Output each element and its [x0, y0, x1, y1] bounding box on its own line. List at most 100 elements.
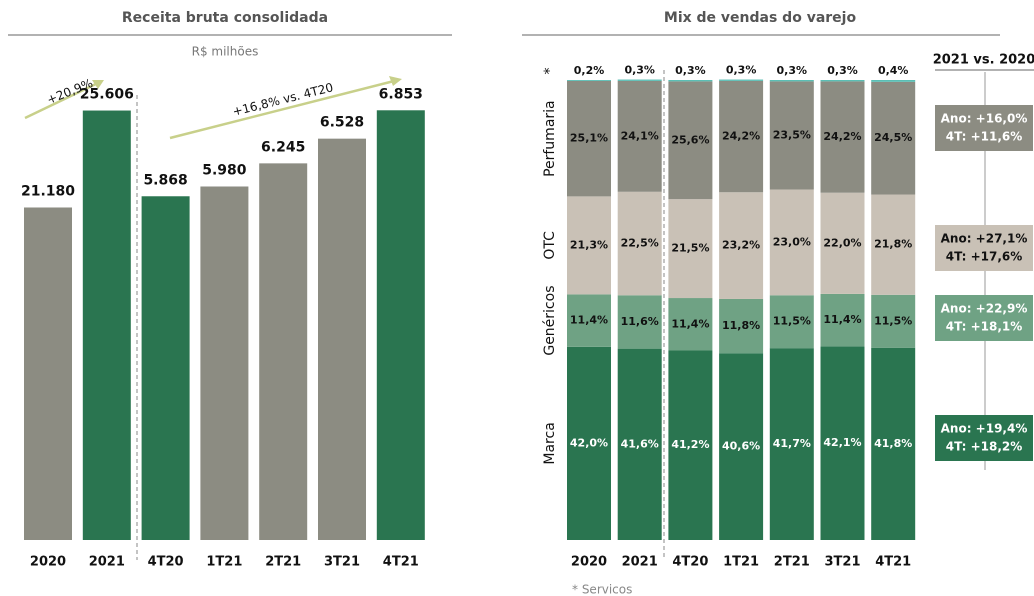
- value-label: 41,8%: [874, 437, 912, 450]
- value-label: 21,3%: [570, 238, 608, 251]
- arrow: [169, 78, 399, 140]
- bar-segment: [617, 295, 662, 349]
- bar-segment: [668, 350, 713, 540]
- bar-segment: [617, 191, 662, 296]
- bar-segment: [769, 348, 814, 540]
- value-label: 21,5%: [671, 242, 709, 255]
- panel-text: Ano: +27,1%: [941, 232, 1028, 246]
- value-label: 0,2%: [574, 64, 605, 77]
- x-tick-label: 4T20: [148, 555, 184, 570]
- bar: [259, 163, 308, 540]
- chart-title: Mix de vendas do varejo: [664, 10, 857, 26]
- bar-segment: [567, 196, 611, 295]
- panel-text: Ano: +22,9%: [941, 302, 1028, 316]
- bar-segment: [719, 79, 764, 81]
- value-label: 22,5%: [621, 237, 659, 250]
- value-label: 21,8%: [874, 238, 912, 251]
- bar-segment: [617, 348, 662, 540]
- value-label: 5.980: [202, 162, 247, 178]
- panel-text: Ano: +19,4%: [941, 422, 1028, 436]
- value-label: 0,3%: [624, 64, 655, 77]
- value-label: 24,1%: [621, 129, 659, 142]
- value-label: 0,3%: [726, 64, 757, 77]
- value-label: 11,4%: [570, 314, 608, 327]
- value-label: 11,5%: [773, 315, 811, 328]
- series-label: Genéricos: [542, 286, 558, 356]
- value-label: 11,6%: [621, 315, 659, 328]
- bar-segment: [719, 192, 764, 299]
- bar-segment: [668, 298, 713, 351]
- x-tick-label: 2T21: [265, 555, 301, 570]
- value-label: 41,7%: [773, 437, 811, 450]
- value-label: 23,2%: [722, 239, 760, 252]
- value-label: 23,0%: [773, 235, 811, 248]
- value-label: 6.245: [261, 139, 305, 155]
- bar-segment: [567, 294, 611, 347]
- chart-title: Receita bruta consolidada: [122, 10, 328, 26]
- panel-box: [935, 415, 1033, 461]
- x-tick-label: 2020: [571, 555, 607, 570]
- panel-title: 2021 vs. 2020: [933, 53, 1034, 68]
- x-tick-label: 3T21: [824, 555, 860, 570]
- value-label: 23,5%: [773, 128, 811, 141]
- bar-segment: [769, 81, 814, 190]
- x-tick-label: 4T20: [672, 555, 708, 570]
- x-tick-label: 4T21: [875, 555, 911, 570]
- x-tick-label: 2020: [30, 555, 66, 570]
- value-label: 24,2%: [722, 130, 760, 143]
- panel-text: 4T: +18,2%: [946, 440, 1023, 454]
- bar-segment: [871, 80, 916, 82]
- arrow-head: [389, 76, 402, 86]
- bar: [82, 110, 131, 540]
- value-label: 24,2%: [823, 130, 861, 143]
- bar-segment: [820, 346, 865, 540]
- bar-segment: [567, 80, 611, 81]
- series-label: *: [542, 68, 558, 75]
- x-tick-label: 2021: [89, 555, 125, 570]
- panel-box: [935, 105, 1033, 151]
- value-label: 25,6%: [671, 133, 709, 146]
- x-tick-label: 4T21: [383, 555, 419, 570]
- value-label: 41,2%: [671, 438, 709, 451]
- value-label: 0,3%: [827, 64, 858, 77]
- x-tick-label: 2021: [622, 555, 658, 570]
- subtitle: R$ milhões: [192, 45, 259, 59]
- value-label: 42,1%: [823, 436, 861, 449]
- value-label: 21.180: [21, 183, 75, 199]
- value-label: 22,0%: [823, 236, 861, 249]
- value-label: 0,3%: [675, 64, 706, 77]
- value-label: 24,5%: [874, 131, 912, 144]
- x-tick-label: 3T21: [324, 555, 360, 570]
- bar: [318, 138, 366, 540]
- bar-segment: [668, 80, 713, 82]
- footnote: * Servicos: [572, 583, 632, 596]
- bar-segment: [820, 80, 865, 82]
- panel-text: 4T: +11,6%: [946, 130, 1023, 144]
- bar-segment: [617, 79, 662, 81]
- value-label: 6.528: [320, 115, 364, 131]
- value-label: 0,3%: [777, 64, 808, 77]
- series-label: Perfumaria: [542, 100, 558, 177]
- bar-segment: [668, 199, 713, 299]
- x-tick-label: 1T21: [206, 555, 242, 570]
- bar-segment: [871, 81, 916, 195]
- bar: [24, 207, 72, 540]
- panel-text: 4T: +17,6%: [946, 250, 1023, 264]
- value-label: 25.606: [80, 87, 134, 103]
- bar-segment: [769, 189, 814, 296]
- bar: [376, 110, 425, 540]
- series-label: Marca: [542, 422, 558, 464]
- bar-segment: [871, 194, 916, 295]
- value-label: 11,4%: [823, 313, 861, 326]
- value-label: 11,4%: [671, 317, 709, 330]
- bar-segment: [567, 80, 611, 197]
- value-label: 0,4%: [878, 64, 909, 77]
- bar-segment: [719, 298, 764, 354]
- bar-segment: [769, 295, 814, 349]
- bar: [141, 196, 190, 540]
- value-label: 6.853: [379, 86, 423, 102]
- panel-text: Ano: +16,0%: [941, 112, 1028, 126]
- series-label: OTC: [542, 231, 558, 260]
- value-label: 42,0%: [570, 436, 608, 449]
